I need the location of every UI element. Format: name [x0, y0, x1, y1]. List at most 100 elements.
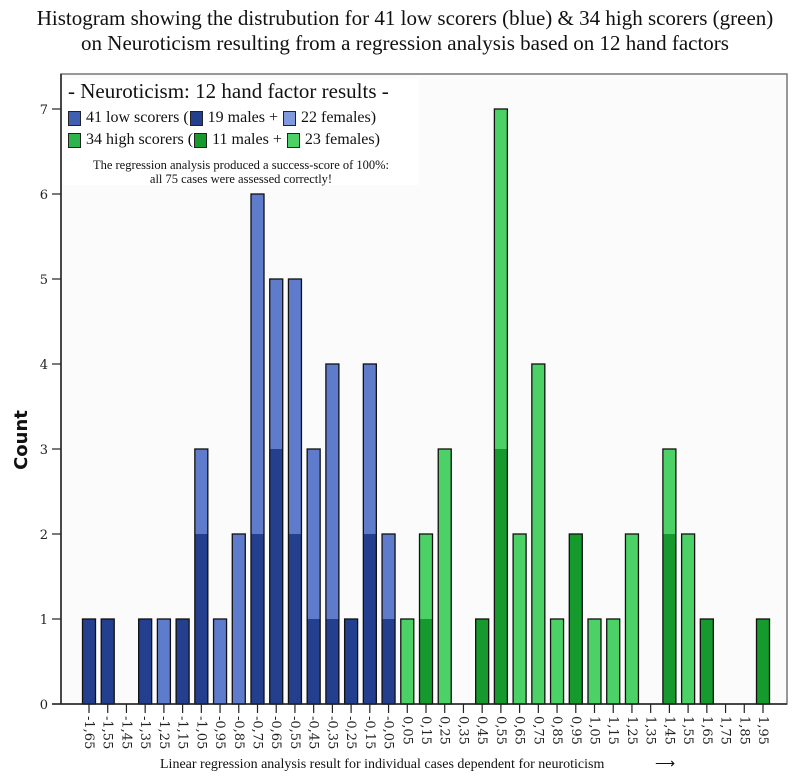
legend-swatch-high-all [68, 132, 81, 148]
bar-low-male [194, 534, 208, 704]
bar-low-female [213, 619, 227, 704]
x-tick-label: 0,05 [399, 716, 414, 745]
x-tick-label: -1,65 [81, 716, 96, 749]
bar-low-male [176, 619, 190, 704]
y-tick-label: 7 [40, 103, 48, 118]
x-tick-label: 0,25 [437, 716, 452, 745]
x-tick-label: 1,45 [661, 716, 676, 745]
x-tick-label: 0,35 [455, 716, 470, 745]
y-tick-label: 5 [40, 273, 48, 288]
x-tick-label: -1,05 [193, 716, 208, 749]
x-tick-label: 1,25 [624, 716, 639, 745]
legend-swatch-high-male [194, 132, 208, 148]
x-tick-label: -1,45 [118, 716, 133, 749]
x-tick-label: -0,45 [306, 716, 321, 749]
legend-high-males: 11 males + [212, 131, 282, 148]
x-tick-label: -0,95 [212, 716, 227, 749]
x-tick-label: -1,35 [137, 716, 152, 749]
legend-low-males: 19 males + [207, 109, 278, 126]
x-tick-label: 1,15 [605, 716, 620, 745]
bar-low-female [307, 449, 321, 619]
bar-high-male [494, 449, 508, 704]
bar-high-male [569, 534, 583, 704]
bar-low-male [82, 619, 96, 704]
bar-low-male [251, 534, 264, 704]
legend-high-females: 23 females) [304, 131, 380, 148]
bar-high-female [438, 449, 452, 704]
bar-low-male [382, 619, 396, 704]
y-tick-label: 2 [40, 528, 48, 543]
x-tick-label: -1,55 [100, 716, 115, 749]
chart-title: Histogram showing the distrubution for 4… [0, 6, 810, 56]
legend-swatch-high-female [286, 132, 300, 148]
y-ticks-group: 0 1 2 3 4 5 6 7 [40, 103, 61, 713]
bar-low-male [344, 619, 358, 704]
bar-low-male [138, 619, 152, 704]
legend: - Neuroticism: 12 hand factor results - … [63, 79, 419, 186]
bar-high-female [400, 619, 414, 704]
bar-high-male [700, 619, 714, 704]
legend-swatch-low-all [68, 110, 81, 126]
legend-low-females: 22 females) [300, 109, 377, 126]
bar-low-male [101, 619, 115, 704]
x-ticks-group: -1,65 -1,55 -1,45 -1,35 -1,25 -1,15 -1,05 -0,95… [81, 704, 770, 749]
x-tick-label: 1,75 [718, 716, 733, 745]
legend-note-line-2: all 75 cases were assessed correctly! [149, 172, 333, 186]
bar-high-female [550, 619, 564, 704]
y-tick-label: 1 [40, 613, 48, 628]
x-tick-label: 1,05 [587, 716, 602, 745]
legend-row-high: 34 high scorers ( 11 males + 23 females) [68, 131, 380, 149]
x-tick-label: -1,15 [175, 716, 190, 749]
bar-low-female [288, 279, 302, 534]
x-tick-label: 0,95 [568, 716, 583, 745]
y-axis-label: Count [11, 410, 32, 470]
bar-high-female [588, 619, 601, 704]
bars-group [81, 108, 771, 705]
legend-low-total: 41 low scorers ( [86, 109, 189, 126]
x-tick-label: 0,65 [512, 716, 527, 745]
x-tick-label: -0,85 [231, 716, 246, 749]
chart-title-line-2: on Neuroticism resulting from a regressi… [81, 31, 729, 55]
x-tick-label: -0,55 [287, 716, 302, 749]
bar-high-female [606, 619, 620, 704]
bar-high-female [494, 109, 508, 449]
legend-row-low: 41 low scorers ( 19 males + 22 females) [68, 109, 376, 127]
bar-low-female [269, 279, 283, 449]
x-tick-label: 0,45 [474, 716, 489, 745]
x-tick-label: 1,65 [699, 716, 714, 745]
y-tick-label: 3 [40, 443, 48, 458]
x-tick-label: -0,25 [343, 716, 358, 749]
x-tick-label: -0,35 [324, 716, 339, 749]
bar-low-female [363, 364, 377, 534]
x-tick-label: 1,95 [755, 716, 770, 745]
x-tick-label: 1,35 [643, 716, 658, 745]
x-tick-label: -0,65 [268, 716, 283, 749]
bar-high-male [419, 619, 433, 704]
bar-low-male [307, 619, 321, 704]
legend-swatch-low-male [189, 110, 203, 126]
bar-high-male [756, 619, 770, 704]
legend-swatch-low-female [282, 110, 296, 126]
bar-low-female [232, 534, 246, 704]
x-tick-label: -0,75 [250, 716, 265, 749]
bar-high-female [662, 449, 676, 534]
chart-title-line-1: Histogram showing the distrubution for 4… [36, 6, 774, 30]
bar-low-male [269, 449, 283, 704]
bar-low-female [251, 194, 264, 534]
bar-high-female [625, 534, 639, 704]
x-axis-arrow-icon: ⟶ [655, 757, 675, 772]
x-tick-label: 1,85 [736, 716, 751, 745]
x-axis-label: Linear regression analysis result for in… [160, 757, 604, 772]
x-tick-label: 0,55 [493, 716, 508, 745]
bar-low-female [157, 619, 171, 704]
legend-high-total: 34 high scorers ( [86, 131, 194, 148]
x-tick-label: -0,05 [381, 716, 396, 749]
x-tick-label: 0,75 [530, 716, 545, 745]
bar-low-female [194, 449, 208, 534]
bar-low-male [363, 534, 377, 704]
bar-high-female [513, 534, 527, 704]
bar-low-male [325, 619, 339, 704]
bar-low-female [382, 534, 396, 619]
bar-low-male [288, 534, 302, 704]
bar-high-female [681, 534, 695, 704]
